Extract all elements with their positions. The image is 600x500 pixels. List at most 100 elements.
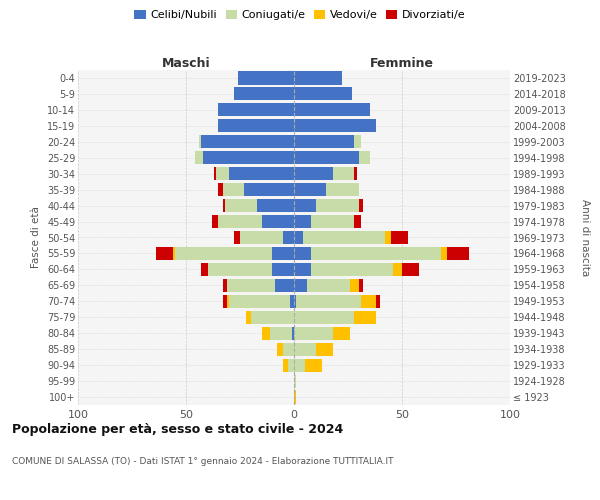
Bar [326,183,359,196]
Bar [287,358,294,372]
Text: Femmine: Femmine [370,57,434,70]
Bar [294,310,355,324]
Bar [214,167,216,180]
Bar [175,247,272,260]
Bar [275,279,294,292]
Bar [283,231,294,244]
Bar [294,374,296,388]
Bar [194,151,203,164]
Bar [223,199,225,212]
Bar [277,342,283,355]
Bar [294,247,311,260]
Bar [350,279,359,292]
Bar [283,342,294,355]
Bar [272,263,294,276]
Bar [294,88,352,101]
Bar [238,72,294,85]
Bar [216,167,229,180]
Bar [385,231,391,244]
Bar [283,358,287,372]
Bar [316,199,359,212]
Bar [391,231,409,244]
Bar [240,231,283,244]
Bar [292,326,294,340]
Bar [294,295,296,308]
Bar [208,263,272,276]
Bar [305,358,322,372]
Bar [262,326,270,340]
Bar [359,279,363,292]
Bar [227,279,275,292]
Bar [247,310,251,324]
Bar [272,247,294,260]
Bar [294,104,370,117]
Bar [294,215,311,228]
Bar [218,104,294,117]
Bar [294,279,307,292]
Bar [311,263,394,276]
Text: Maschi: Maschi [161,57,211,70]
Bar [251,310,294,324]
Bar [290,295,294,308]
Bar [316,342,333,355]
Bar [218,215,262,228]
Bar [233,88,294,101]
Bar [361,295,376,308]
Y-axis label: Fasce di età: Fasce di età [31,206,41,268]
Bar [223,295,227,308]
Bar [229,167,294,180]
Bar [441,247,448,260]
Bar [359,151,370,164]
Bar [156,247,173,260]
Bar [296,295,361,308]
Bar [225,199,257,212]
Bar [294,135,355,148]
Bar [294,151,359,164]
Text: COMUNE DI SALASSA (TO) - Dati ISTAT 1° gennaio 2024 - Elaborazione TUTTITALIA.IT: COMUNE DI SALASSA (TO) - Dati ISTAT 1° g… [12,458,394,466]
Bar [311,215,355,228]
Bar [294,326,333,340]
Bar [355,135,361,148]
Bar [270,326,292,340]
Bar [294,390,296,404]
Bar [212,215,218,228]
Bar [294,183,326,196]
Bar [294,199,316,212]
Bar [355,167,356,180]
Bar [199,135,201,148]
Bar [218,183,223,196]
Bar [201,135,294,148]
Bar [203,151,294,164]
Bar [448,247,469,260]
Bar [294,358,305,372]
Bar [223,183,244,196]
Bar [307,279,350,292]
Bar [359,199,363,212]
Bar [294,120,376,132]
Y-axis label: Anni di nascita: Anni di nascita [580,199,590,276]
Bar [376,295,380,308]
Bar [294,231,302,244]
Bar [394,263,402,276]
Bar [294,263,311,276]
Legend: Celibi/Nubili, Coniugati/e, Vedovi/e, Divorziati/e: Celibi/Nubili, Coniugati/e, Vedovi/e, Di… [130,6,470,25]
Bar [333,326,350,340]
Bar [218,120,294,132]
Bar [294,167,333,180]
Bar [294,342,316,355]
Bar [227,295,229,308]
Bar [262,215,294,228]
Bar [244,183,294,196]
Bar [294,72,341,85]
Bar [333,167,355,180]
Bar [229,295,290,308]
Text: Popolazione per età, sesso e stato civile - 2024: Popolazione per età, sesso e stato civil… [12,422,343,436]
Bar [223,279,227,292]
Bar [355,310,376,324]
Bar [201,263,208,276]
Bar [402,263,419,276]
Bar [173,247,175,260]
Bar [257,199,294,212]
Bar [355,215,361,228]
Bar [233,231,240,244]
